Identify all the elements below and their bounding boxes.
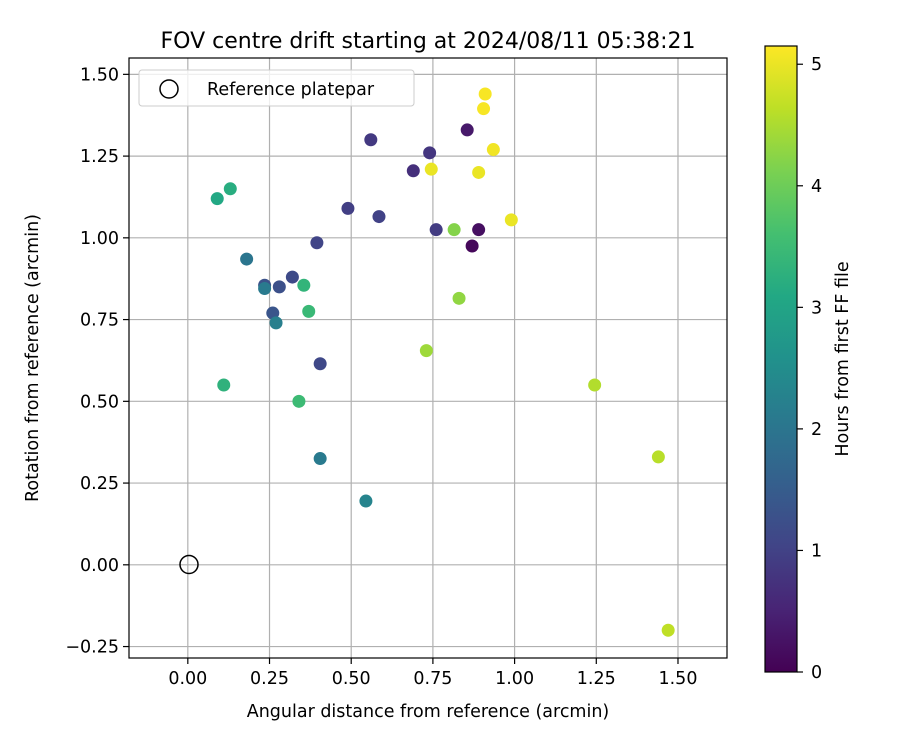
x-axis: 0.00 0.25 0.50 0.75 1.00 1.25 1.50: [168, 658, 697, 689]
data-point: [313, 357, 327, 371]
data-point: [285, 270, 299, 284]
y-tick-label: 0.25: [80, 474, 119, 494]
x-tick-label: 0.50: [332, 669, 371, 689]
data-point: [406, 164, 420, 178]
chart-title: FOV centre drift starting at 2024/08/11 …: [161, 29, 696, 54]
y-tick-label: −0.25: [65, 638, 119, 658]
colorbar-tick-label: 1: [811, 541, 822, 561]
legend: Reference platepar: [138, 69, 415, 107]
data-point: [292, 394, 306, 408]
data-point: [258, 282, 272, 296]
y-axis-label: Rotation from reference (arcmin): [23, 214, 43, 502]
colorbar-tick-label: 2: [811, 420, 822, 440]
data-point: [313, 452, 327, 466]
data-point: [504, 213, 518, 227]
y-tick-label: 1.50: [80, 65, 119, 85]
data-point: [423, 146, 437, 160]
data-points: [210, 87, 675, 637]
colorbar: [764, 45, 798, 673]
legend-box: [138, 69, 415, 107]
colorbar-tick-label: 5: [811, 55, 822, 75]
data-point: [447, 223, 461, 237]
colorbar-tick-label: 3: [811, 298, 822, 318]
y-tick-label: 0.75: [80, 311, 119, 331]
y-axis: −0.25 0.00 0.25 0.50 0.75 1.00 1.25 1.50: [65, 65, 129, 658]
data-point: [217, 378, 231, 392]
y-tick-label: 0.00: [80, 556, 119, 576]
x-tick-label: 0.75: [413, 669, 452, 689]
data-point: [266, 306, 280, 320]
data-point: [478, 87, 492, 101]
reference-point-marker: [179, 554, 199, 575]
data-point: [452, 291, 466, 305]
y-tick-label: 1.25: [80, 147, 119, 167]
data-point: [486, 143, 500, 157]
x-tick-label: 0.25: [250, 669, 289, 689]
x-tick-label: 1.25: [577, 669, 616, 689]
data-point: [341, 201, 355, 215]
data-point: [210, 192, 224, 206]
data-point: [302, 304, 316, 318]
data-point: [419, 344, 433, 358]
y-tick-label: 0.50: [80, 392, 119, 412]
data-point: [651, 450, 665, 464]
data-point: [429, 223, 443, 237]
data-point: [372, 210, 386, 224]
data-point: [223, 182, 237, 196]
data-point: [359, 494, 373, 508]
data-point: [297, 278, 311, 292]
colorbar-tick-label: 0: [811, 663, 822, 683]
data-point: [269, 316, 283, 330]
y-tick-label: 1.00: [80, 229, 119, 249]
colorbar-label: Hours from first FF file: [833, 261, 853, 456]
data-point: [460, 123, 474, 137]
data-point: [272, 280, 286, 294]
data-point: [465, 239, 479, 253]
x-tick-label: 1.50: [658, 669, 697, 689]
colorbar-ticks: 0 1 2 3 4 5: [797, 55, 822, 683]
plot-frame: [128, 57, 728, 659]
data-point: [472, 223, 486, 237]
x-tick-label: 0.00: [168, 669, 207, 689]
data-point: [424, 162, 438, 176]
data-point: [588, 378, 602, 392]
legend-label: Reference platepar: [207, 80, 375, 100]
data-point: [472, 165, 486, 179]
colorbar-tick-label: 4: [811, 177, 822, 197]
data-point: [310, 236, 324, 250]
data-point: [364, 133, 378, 147]
x-axis-label: Angular distance from reference (arcmin): [247, 702, 610, 722]
x-tick-label: 1.00: [495, 669, 534, 689]
data-point: [661, 623, 675, 637]
data-point: [240, 252, 254, 266]
legend-marker-open-circle: [159, 79, 179, 99]
data-point: [477, 102, 491, 116]
